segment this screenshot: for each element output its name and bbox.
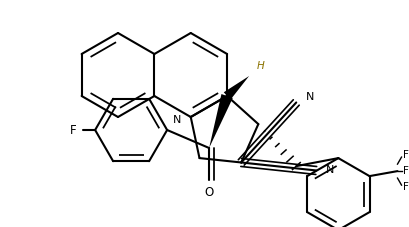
Text: H: H [256,61,264,71]
Text: F: F [70,123,76,136]
Polygon shape [209,94,232,148]
Text: F: F [402,182,407,192]
Text: N: N [306,92,314,102]
Polygon shape [223,76,249,100]
Text: F: F [402,150,407,160]
Text: N: N [172,115,180,125]
Text: F: F [402,166,407,176]
Text: O: O [204,185,213,198]
Text: N: N [326,165,334,175]
